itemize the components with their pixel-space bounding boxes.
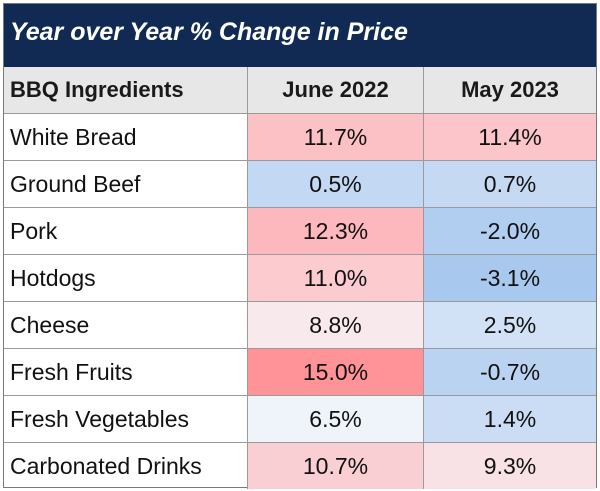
table-title: Year over Year % Change in Price bbox=[10, 18, 408, 46]
table-row: Fresh Vegetables 6.5% 1.4% bbox=[4, 395, 596, 442]
table-grid: BBQ Ingredients June 2022 May 2023 White… bbox=[4, 67, 596, 489]
ingredient-cell: Cheese bbox=[10, 311, 90, 338]
table-body: White Bread 11.7% 11.4% Ground Beef 0.5% 0.7%… bbox=[4, 113, 596, 489]
june-2022-cell: 12.3% bbox=[247, 208, 423, 254]
ingredient-cell: Carbonated Drinks bbox=[10, 452, 202, 479]
table-row: Cheese 8.8% 2.5% bbox=[4, 301, 596, 348]
price-change-table: Year over Year % Change in Price BBQ Ing… bbox=[3, 3, 597, 489]
june-2022-cell: 10.7% bbox=[247, 443, 423, 489]
june-2022-cell: 11.7% bbox=[247, 114, 423, 160]
header-ingredients: BBQ Ingredients bbox=[10, 77, 184, 102]
table-row: Pork 12.3% -2.0% bbox=[4, 207, 596, 254]
table-row: Carbonated Drinks 10.7% 9.3% bbox=[4, 442, 596, 489]
ingredient-cell: Pork bbox=[10, 217, 58, 244]
may-2023-cell: -3.1% bbox=[423, 255, 596, 301]
june-2022-cell: 0.5% bbox=[247, 161, 423, 207]
june-2022-cell: 11.0% bbox=[247, 255, 423, 301]
ingredient-cell: Hotdogs bbox=[10, 264, 96, 291]
may-2023-cell: -0.7% bbox=[423, 349, 596, 395]
header-june-2022: June 2022 bbox=[247, 67, 423, 113]
may-2023-cell: 11.4% bbox=[423, 114, 596, 160]
may-2023-cell: -2.0% bbox=[423, 208, 596, 254]
june-2022-cell: 6.5% bbox=[247, 396, 423, 442]
june-2022-cell: 15.0% bbox=[247, 349, 423, 395]
may-2023-cell: 1.4% bbox=[423, 396, 596, 442]
header-row: BBQ Ingredients June 2022 May 2023 bbox=[4, 67, 596, 113]
table-row: Ground Beef 0.5% 0.7% bbox=[4, 160, 596, 207]
table-row: White Bread 11.7% 11.4% bbox=[4, 113, 596, 160]
may-2023-cell: 0.7% bbox=[423, 161, 596, 207]
ingredient-cell: White Bread bbox=[10, 123, 137, 150]
ingredient-cell: Fresh Vegetables bbox=[10, 405, 190, 432]
ingredient-cell: Fresh Fruits bbox=[10, 358, 133, 385]
may-2023-cell: 2.5% bbox=[423, 302, 596, 348]
title-bar: Year over Year % Change in Price bbox=[4, 4, 596, 67]
header-may-2023: May 2023 bbox=[423, 67, 596, 113]
may-2023-cell: 9.3% bbox=[423, 443, 596, 489]
table-row: Hotdogs 11.0% -3.1% bbox=[4, 254, 596, 301]
table-row: Fresh Fruits 15.0% -0.7% bbox=[4, 348, 596, 395]
ingredient-cell: Ground Beef bbox=[10, 170, 141, 197]
june-2022-cell: 8.8% bbox=[247, 302, 423, 348]
